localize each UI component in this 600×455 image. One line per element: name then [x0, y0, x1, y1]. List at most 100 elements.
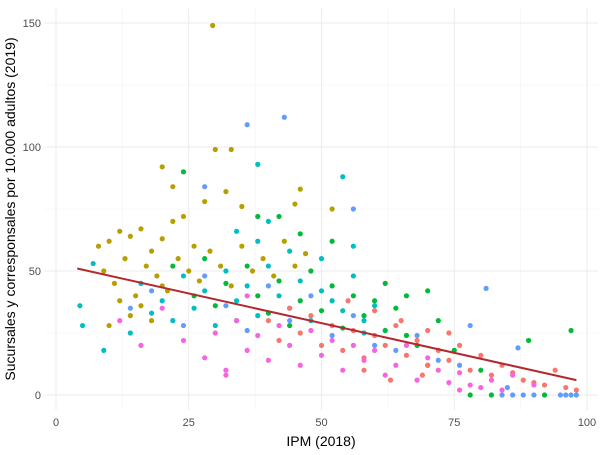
- data-point: [350, 273, 356, 279]
- data-point: [255, 332, 261, 339]
- data-point: [287, 342, 293, 348]
- data-point: [287, 305, 293, 311]
- data-point: [329, 337, 335, 344]
- data-point: [255, 293, 261, 299]
- data-point: [180, 213, 187, 220]
- data-point: [297, 278, 303, 284]
- data-point: [393, 347, 399, 353]
- data-point: [372, 298, 378, 304]
- data-point: [525, 337, 532, 344]
- data-point: [467, 382, 473, 388]
- data-point: [276, 278, 282, 284]
- data-point: [212, 303, 218, 309]
- data-point: [133, 293, 139, 299]
- data-point: [207, 248, 213, 254]
- data-point: [233, 298, 240, 304]
- data-point: [372, 342, 378, 348]
- data-point: [350, 313, 356, 319]
- data-point: [180, 322, 187, 329]
- data-point: [499, 387, 505, 393]
- y-axis-label: Sucursales y corresponsales por 10.000 a…: [2, 37, 18, 380]
- data-point: [244, 122, 250, 128]
- data-point: [435, 318, 441, 324]
- data-point: [255, 313, 261, 319]
- data-point: [403, 352, 410, 358]
- data-point: [568, 392, 574, 398]
- data-point: [239, 243, 245, 249]
- data-point: [212, 330, 218, 336]
- data-point: [329, 206, 335, 212]
- data-point: [175, 256, 181, 262]
- data-point: [510, 392, 516, 398]
- data-point: [180, 169, 187, 175]
- data-point: [372, 303, 378, 309]
- data-point: [271, 273, 277, 279]
- data-point: [101, 268, 107, 274]
- data-point: [265, 263, 271, 269]
- data-point: [202, 198, 208, 205]
- data-point: [318, 256, 325, 262]
- data-point: [287, 318, 293, 324]
- data-point: [435, 357, 441, 363]
- data-point: [292, 263, 298, 269]
- data-point: [143, 263, 149, 269]
- data-point: [435, 367, 441, 373]
- data-point: [79, 322, 86, 329]
- data-point: [196, 278, 202, 284]
- data-point: [361, 357, 367, 363]
- data-point: [202, 273, 208, 279]
- data-point: [148, 248, 155, 254]
- data-point: [382, 280, 388, 286]
- data-point: [191, 305, 197, 311]
- data-point: [425, 355, 431, 361]
- data-point: [318, 352, 325, 358]
- data-point: [212, 322, 218, 329]
- data-point: [255, 161, 261, 167]
- data-point: [308, 293, 314, 299]
- data-point: [520, 377, 526, 383]
- data-point: [414, 332, 420, 339]
- data-point: [170, 263, 176, 269]
- y-tick-label: 0: [35, 390, 41, 402]
- data-point: [478, 352, 484, 358]
- data-point: [573, 392, 579, 398]
- data-point: [372, 347, 378, 353]
- data-point: [233, 228, 240, 234]
- data-point: [244, 293, 250, 299]
- data-point: [244, 327, 250, 334]
- data-point: [117, 318, 123, 324]
- y-tick-label: 100: [23, 142, 41, 154]
- data-point: [101, 347, 107, 353]
- data-point: [95, 243, 102, 249]
- data-point: [90, 260, 96, 267]
- data-point: [403, 342, 410, 348]
- data-point: [287, 248, 293, 254]
- data-point: [345, 298, 351, 304]
- data-point: [456, 342, 463, 348]
- trend-line-group: [77, 267, 577, 382]
- data-point: [414, 377, 420, 383]
- gridlines: [44, 8, 598, 410]
- data-point: [488, 377, 495, 383]
- trend-line: [77, 267, 577, 382]
- data-point: [541, 392, 548, 398]
- data-point: [467, 367, 473, 373]
- data-point: [265, 357, 271, 363]
- data-point: [276, 213, 282, 220]
- data-point: [223, 303, 229, 309]
- data-point: [297, 186, 303, 192]
- x-tick-label: 100: [578, 417, 596, 429]
- data-point: [223, 367, 229, 373]
- data-point: [382, 342, 388, 348]
- data-point: [329, 283, 335, 289]
- data-point: [77, 303, 83, 309]
- data-point: [297, 362, 303, 368]
- data-point: [531, 382, 537, 388]
- data-point: [218, 263, 224, 269]
- data-point: [233, 318, 240, 324]
- data-point: [350, 293, 356, 299]
- x-tick-label: 75: [448, 417, 460, 429]
- data-point: [202, 288, 208, 294]
- data-point: [350, 342, 356, 348]
